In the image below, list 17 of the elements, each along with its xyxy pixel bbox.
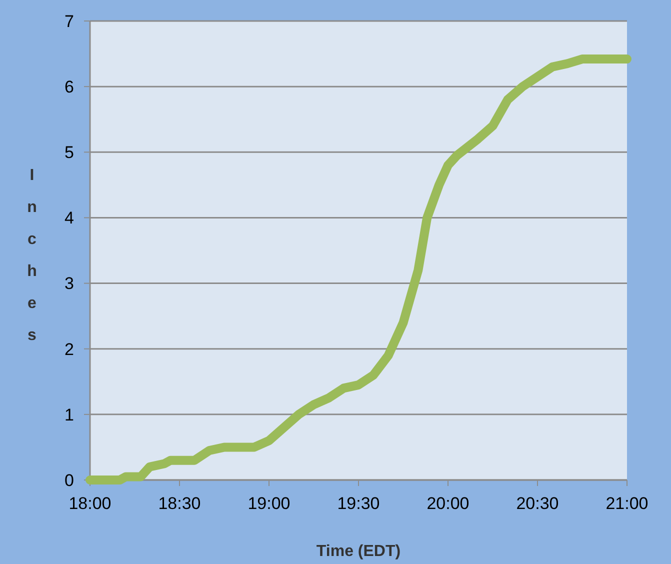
x-axis-title: Time (EDT) [316,543,401,560]
y-tick-label: 6 [64,78,74,97]
x-tick-label: 21:00 [606,494,648,513]
y-tick-label: 3 [64,274,74,294]
y-tick-label: 0 [64,470,74,490]
x-tick-label: 20:30 [516,494,559,513]
y-tick-label: 1 [64,405,74,424]
y-tick-label: 7 [64,12,74,31]
x-tick-label: 20:00 [426,494,470,513]
x-tick-label: 18:30 [158,494,201,513]
y-tick-label: 2 [64,340,74,359]
x-tick-label: 19:30 [337,494,380,513]
y-tick-label: 5 [64,143,74,162]
x-tick-label: 18:00 [68,494,112,513]
x-tick-label: 19:00 [248,494,290,513]
y-tick-label: 4 [64,208,74,228]
y-axis-title: Inches [27,167,37,344]
